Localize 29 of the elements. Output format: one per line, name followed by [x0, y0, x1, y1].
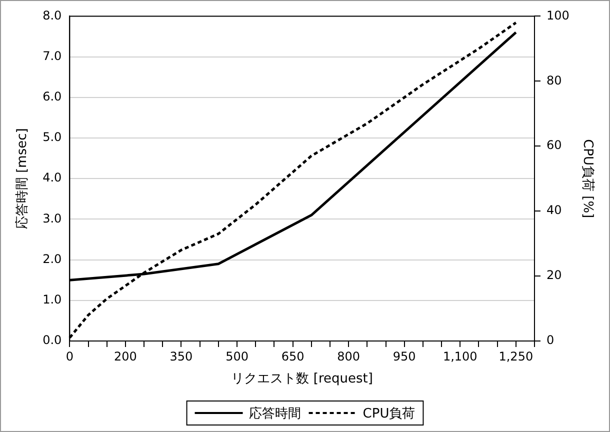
- y-tick-label: 8.0: [42, 8, 62, 22]
- x-tick-label: 500: [226, 349, 248, 364]
- y-axis-title: 応答時間 [msec]: [14, 128, 30, 230]
- y2-tick-label: 100: [546, 8, 570, 22]
- x-tick-label: 800: [337, 349, 360, 364]
- y2-tick-label: 80: [546, 73, 562, 88]
- x-tick-label: 200: [114, 349, 137, 364]
- x-tick-label: 1,100: [442, 349, 478, 364]
- y2-tick-label: 20: [546, 268, 562, 282]
- y-tick-label: 4.0: [42, 170, 62, 185]
- y2-tick-label: 60: [546, 138, 562, 152]
- x-tick-label: 650: [281, 349, 304, 364]
- y2-axis-title: CPU負荷 [%]: [580, 139, 595, 218]
- x-tick-label: 350: [170, 349, 193, 364]
- x-axis-title: リクエスト数 [request]: [231, 372, 373, 387]
- x-tick-label: 0: [66, 349, 74, 364]
- y-tick-label: 5.0: [42, 130, 62, 144]
- legend-label: 応答時間: [248, 405, 301, 422]
- legend-label: CPU負荷: [362, 406, 416, 422]
- y-tick-label: 6.0: [42, 90, 62, 104]
- y2-tick-label: 0: [546, 333, 554, 348]
- y-tick-label: 3.0: [42, 211, 62, 226]
- x-tick-label: 950: [392, 349, 416, 364]
- y-tick-label: 1.0: [42, 292, 62, 307]
- y-tick-label: 7.0: [42, 48, 62, 63]
- y-tick-label: 2.0: [42, 252, 62, 266]
- y2-tick-label: 40: [546, 203, 562, 218]
- y-tick-label: 0.0: [42, 333, 62, 348]
- x-tick-label: 1,250: [498, 349, 534, 364]
